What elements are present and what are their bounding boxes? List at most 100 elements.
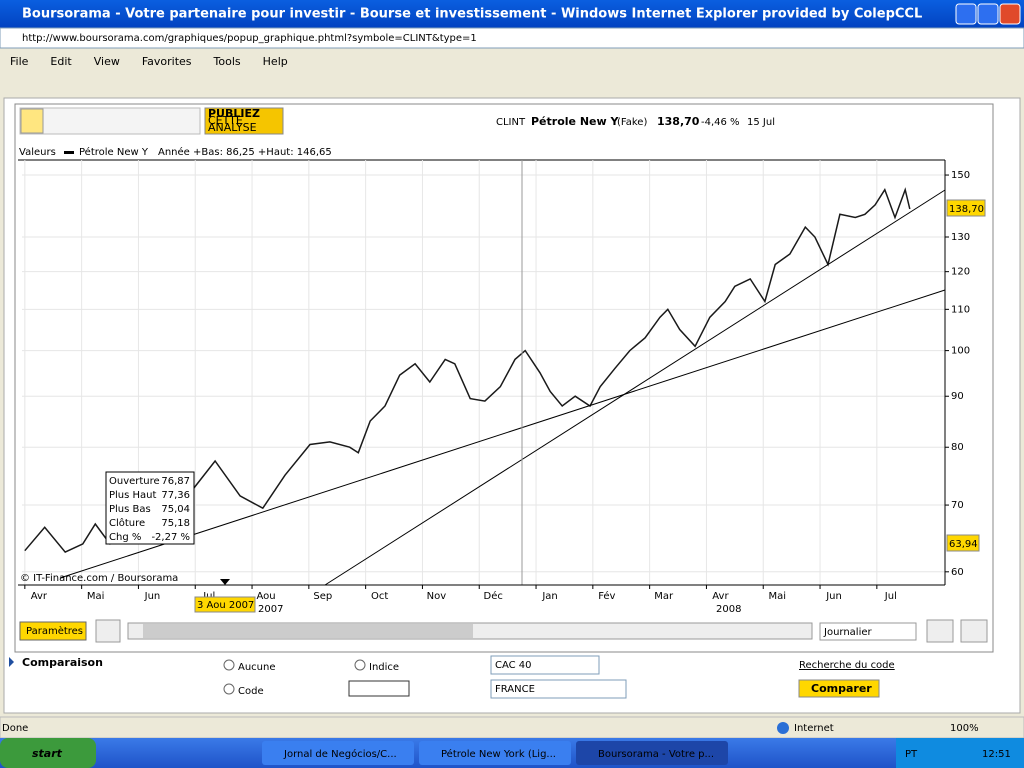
period-select[interactable] [819,622,917,641]
status-bar [0,716,1024,739]
zoom-in-button[interactable] [960,619,988,643]
maximize-button[interactable] [977,3,999,25]
print-button[interactable] [95,619,121,643]
y-tick-label: 60 [951,567,964,578]
radio[interactable] [354,659,366,671]
x-tick-label: Mai [768,591,786,602]
x-tick-label: Fév [598,590,615,602]
tooltip [105,471,195,545]
x-tick-label: Jun [144,591,161,602]
start-label: start [32,747,63,760]
price-line [24,187,911,554]
x-tick-label: Jul [884,591,897,602]
minimize-button[interactable] [955,3,977,25]
x-tick-label: Aou [256,591,275,602]
scroll-thumb[interactable] [143,624,473,638]
clock: 12:51 [982,749,1011,760]
tooltip-label: Clôture [109,517,145,529]
price-tag-text: 63,94 [949,539,978,550]
radio-label: Indice [369,662,399,673]
price-tag-text: 138,70 [949,204,984,215]
task-label: Boursorama - Votre p... [598,749,714,760]
y-tick-label: 80 [951,442,964,453]
task-label: Pétrole New York (Lig... [441,748,556,760]
x-tick-label: Jun [825,591,842,602]
close-button[interactable] [999,3,1021,25]
x-tick-label: Avr [712,591,729,602]
price-tag [946,534,980,552]
x-tick-label: Mai [87,591,105,602]
compare-title: Comparaison [22,656,103,669]
publish-button[interactable] [204,107,284,135]
country-select[interactable] [490,679,627,699]
publish-text: ANALYSE [208,121,257,134]
tooltip-label: Plus Haut [109,490,157,501]
menu-item[interactable]: File [10,55,29,68]
code-input[interactable] [348,680,410,697]
y-tick-label: 70 [951,500,964,511]
x-tick-label: Mar [654,591,674,602]
legend-entry: Pétrole New Y [79,146,149,158]
zoom-text[interactable]: 100% [950,723,979,734]
task-label: Jornal de Negócios/C... [283,748,397,760]
radio[interactable] [223,683,235,695]
trend-line [59,289,946,579]
menu-item[interactable]: Favorites [142,55,192,68]
radio-label: Aucune [238,662,276,673]
expand-arrow[interactable] [9,657,14,667]
tooltip-value: 76,87 [161,476,190,487]
year-label: 2008 [716,604,741,615]
menu-item[interactable]: Help [263,55,288,68]
compare-button[interactable] [798,679,880,698]
chart-frame [14,103,994,653]
tooltip-label: Plus Bas [109,504,151,515]
menu-item[interactable]: Tools [213,55,241,68]
symbol: CLINT [496,117,526,128]
zone-icon [777,722,789,734]
settings-label: Paramètres [26,625,83,637]
task-button[interactable] [419,741,571,765]
zoom-out-button[interactable] [926,619,954,643]
publish-text: CETTE [208,114,243,127]
credit: © IT-Finance.com / Boursorama [20,573,178,584]
y-tick-label: 130 [951,232,970,243]
y-tick-label: 120 [951,267,970,278]
tooltip-value: 77,36 [161,490,190,501]
lang: PT [905,749,918,760]
y-tick-label: 90 [951,391,964,402]
start-button[interactable] [0,738,96,768]
trend-line [324,189,946,586]
x-tick-label: Avr [31,591,48,602]
publish-text: PUBLIEZ [208,107,260,120]
quote-price: 138,70 [657,115,700,128]
tooltip-value: 75,04 [161,504,190,515]
legend-swatch [64,151,74,154]
tool-strip [19,107,201,135]
task-button[interactable] [576,741,728,765]
menu-item[interactable]: View [94,55,120,68]
task-button[interactable] [262,741,414,765]
search-link[interactable]: Recherche du code [799,660,895,671]
y-tick-label: 100 [951,346,970,357]
index-select[interactable] [490,655,600,675]
y-tick-label: 150 [951,170,970,181]
quote-name: Pétrole New Y [531,115,619,128]
radio[interactable] [223,659,235,671]
window-title: Boursorama - Votre partenaire pour inves… [22,7,922,22]
country-value: FRANCE [495,684,535,695]
cursor-marker [220,579,230,585]
address-bar[interactable] [0,27,1024,49]
zoom-tool[interactable] [20,108,44,134]
menu-item[interactable]: Edit [50,55,72,68]
tray [896,738,1024,768]
settings-button[interactable] [19,621,87,641]
url: http://www.boursorama.com/graphiques/pop… [22,33,477,44]
x-tick-label: Déc [484,590,503,602]
y-tick-label: 110 [951,304,970,315]
x-tick-label: Sep [313,591,332,602]
tooltip-value: 75,18 [161,518,190,529]
year-label: 2007 [258,604,283,615]
compare-button-label: Comparer [811,682,872,695]
